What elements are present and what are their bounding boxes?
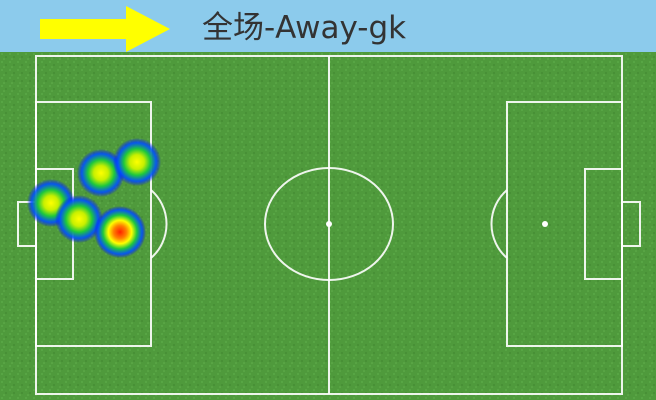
pitch-svg: [0, 52, 656, 400]
football-pitch: [0, 52, 656, 400]
page-title: 全场-Away-gk: [202, 10, 407, 46]
left-penalty-arc: [150, 189, 168, 259]
right-penalty-arc: [490, 189, 508, 259]
heat-spot: [113, 138, 161, 186]
center-circle: [264, 167, 394, 281]
heat-spot: [55, 195, 103, 243]
right-arrow-icon: [40, 6, 170, 52]
right-penalty-spot: [542, 221, 548, 227]
left-goal: [17, 201, 37, 247]
center-spot: [326, 221, 332, 227]
title-bar: 全场-Away-gk: [0, 0, 656, 52]
right-goal: [621, 201, 641, 247]
heatmap-layer: [27, 138, 161, 258]
heat-spot: [94, 206, 146, 258]
heat-spot: [77, 149, 125, 197]
pitch-lines: [17, 55, 641, 395]
